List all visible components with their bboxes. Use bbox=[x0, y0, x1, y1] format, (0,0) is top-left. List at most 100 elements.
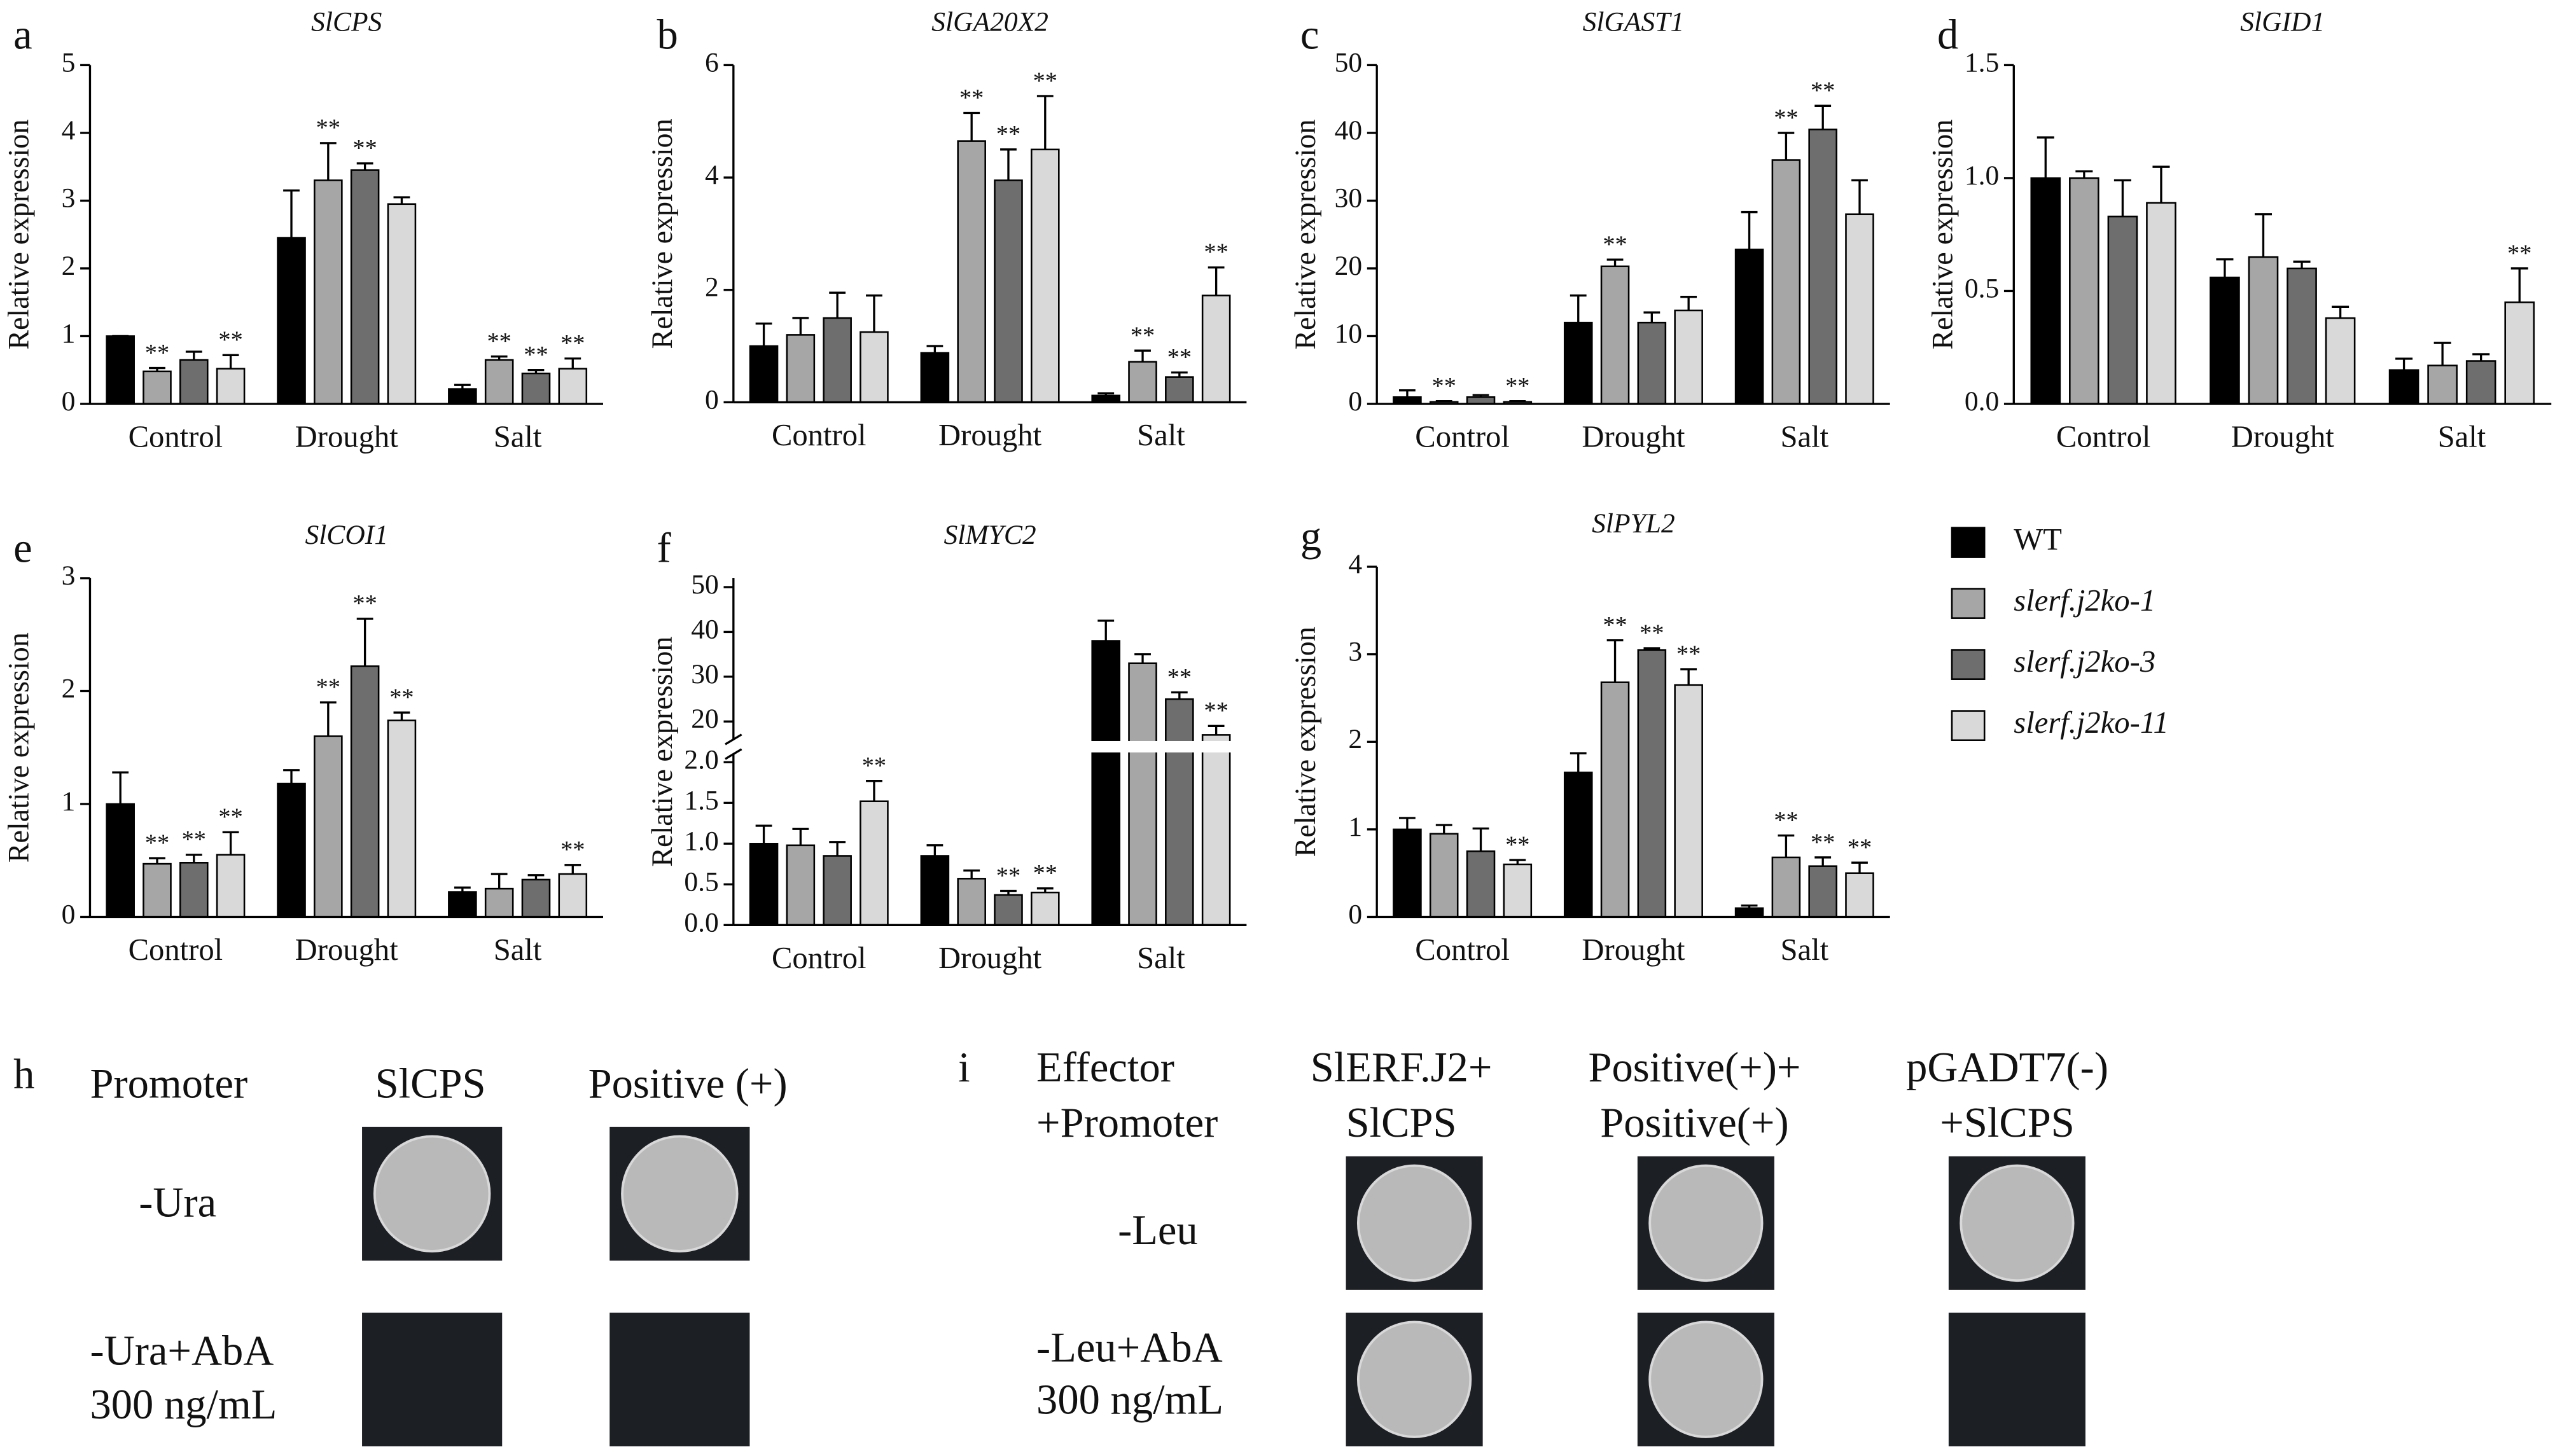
bar bbox=[860, 800, 889, 926]
y-tick-label: 30 bbox=[691, 659, 719, 690]
y-tick-label: 1 bbox=[1348, 812, 1362, 842]
bar bbox=[1771, 856, 1801, 918]
bar bbox=[558, 873, 588, 918]
bar bbox=[2388, 369, 2419, 405]
y-tick-label: 1.5 bbox=[1965, 47, 1999, 78]
x-tick-label: Control bbox=[772, 418, 867, 452]
bar bbox=[1845, 872, 1874, 918]
yeast-plate-image bbox=[362, 1312, 503, 1446]
bar bbox=[1393, 828, 1422, 918]
yeast-colony bbox=[1960, 1164, 2075, 1282]
y-tick-label: 1.0 bbox=[1965, 160, 1999, 191]
bar bbox=[2504, 301, 2535, 405]
x-tick-label: Salt bbox=[494, 419, 542, 454]
y-tick-label: 2 bbox=[1348, 724, 1362, 754]
significance-label: ** bbox=[145, 830, 169, 857]
significance-label: ** bbox=[1774, 104, 1798, 131]
y-tick-label: 40 bbox=[1335, 115, 1363, 146]
yeast-colony bbox=[1648, 1321, 1764, 1438]
significance-label: ** bbox=[1811, 829, 1835, 856]
y-tick-label: 3 bbox=[1348, 637, 1362, 667]
y-tick-label: 1.0 bbox=[684, 826, 718, 856]
significance-label: ** bbox=[218, 804, 242, 831]
y-tick-label: 50 bbox=[1335, 47, 1363, 78]
significance-label: ** bbox=[1811, 78, 1835, 104]
significance-label: ** bbox=[1167, 344, 1192, 371]
column-header: +Promoter bbox=[1036, 1100, 1218, 1146]
yeast-plate-image bbox=[609, 1312, 750, 1446]
significance-label: ** bbox=[1603, 231, 1627, 258]
significance-label: ** bbox=[1848, 835, 1872, 861]
x-tick-label: Control bbox=[129, 419, 223, 454]
bar bbox=[1031, 891, 1060, 926]
column-header: pGADT7(-) bbox=[1906, 1044, 2108, 1091]
y-axis-label: Relative expression bbox=[3, 120, 35, 350]
y-tick-label: 30 bbox=[1335, 183, 1363, 213]
bar bbox=[277, 782, 306, 918]
column-header: Effector bbox=[1036, 1044, 1174, 1091]
bar bbox=[957, 140, 986, 403]
panel-letter: d bbox=[1937, 12, 1958, 59]
bar bbox=[1563, 321, 1593, 405]
bar bbox=[2465, 360, 2496, 405]
y-axis-label: Relative expression bbox=[646, 118, 678, 349]
column-header: SlCPS bbox=[1346, 1100, 1457, 1146]
legend-label: slerf.j2ko-11 bbox=[2014, 705, 2169, 740]
bar bbox=[558, 368, 588, 405]
bar bbox=[920, 855, 950, 926]
panel-letter: f bbox=[657, 525, 671, 571]
y-tick-label: 4 bbox=[705, 160, 719, 190]
panel-letter: c bbox=[1300, 12, 1319, 59]
bar bbox=[2248, 256, 2279, 405]
legend-label: WT bbox=[2014, 522, 2062, 557]
x-tick-label: Salt bbox=[1780, 419, 1828, 454]
bar bbox=[106, 335, 135, 405]
bar bbox=[786, 334, 816, 403]
bar bbox=[484, 887, 514, 918]
bar bbox=[143, 863, 172, 918]
bar bbox=[2210, 276, 2240, 405]
legend-label: slerf.j2ko-1 bbox=[2014, 583, 2155, 618]
bar bbox=[994, 179, 1023, 403]
axis-break-gap bbox=[720, 740, 1247, 752]
x-tick-label: Drought bbox=[938, 418, 1042, 452]
bar bbox=[1031, 148, 1060, 403]
significance-label: ** bbox=[959, 85, 984, 111]
bar bbox=[994, 894, 1023, 926]
x-tick-label: Salt bbox=[494, 933, 542, 967]
y-axis-label: Relative expression bbox=[1289, 627, 1321, 857]
y-tick-label: 40 bbox=[691, 614, 719, 644]
column-header: +SlCPS bbox=[1940, 1100, 2075, 1146]
significance-label: ** bbox=[1505, 831, 1529, 858]
significance-label: ** bbox=[1167, 664, 1192, 691]
x-tick-label: Drought bbox=[2231, 419, 2335, 454]
bar bbox=[2107, 216, 2138, 405]
bar bbox=[143, 370, 172, 405]
y-tick-label: 0 bbox=[62, 386, 76, 417]
row-label: -Ura bbox=[139, 1180, 216, 1226]
bar bbox=[448, 388, 477, 405]
y-tick-label: 1.5 bbox=[684, 785, 718, 815]
significance-label: ** bbox=[218, 327, 242, 354]
chart-title: SlGA20X2 bbox=[931, 6, 1048, 37]
bar bbox=[448, 891, 477, 918]
y-tick-label: 0 bbox=[1348, 899, 1362, 929]
bar bbox=[350, 665, 380, 918]
x-tick-label: Salt bbox=[1137, 418, 1185, 452]
legend-swatch bbox=[1951, 710, 1986, 741]
chart-title: SlGID1 bbox=[2240, 6, 2325, 37]
bar bbox=[2146, 202, 2176, 405]
bar bbox=[749, 843, 779, 926]
bar bbox=[216, 368, 246, 405]
x-tick-label: Control bbox=[1415, 933, 1510, 967]
significance-label: ** bbox=[352, 590, 377, 617]
bar bbox=[1771, 159, 1801, 405]
x-tick-label: Drought bbox=[1582, 933, 1685, 967]
bar bbox=[1128, 662, 1157, 926]
y-tick-label: 2 bbox=[62, 251, 76, 281]
significance-label: ** bbox=[996, 863, 1020, 889]
y-tick-label: 3 bbox=[62, 183, 76, 213]
bar bbox=[860, 331, 889, 403]
bar bbox=[1503, 863, 1533, 918]
